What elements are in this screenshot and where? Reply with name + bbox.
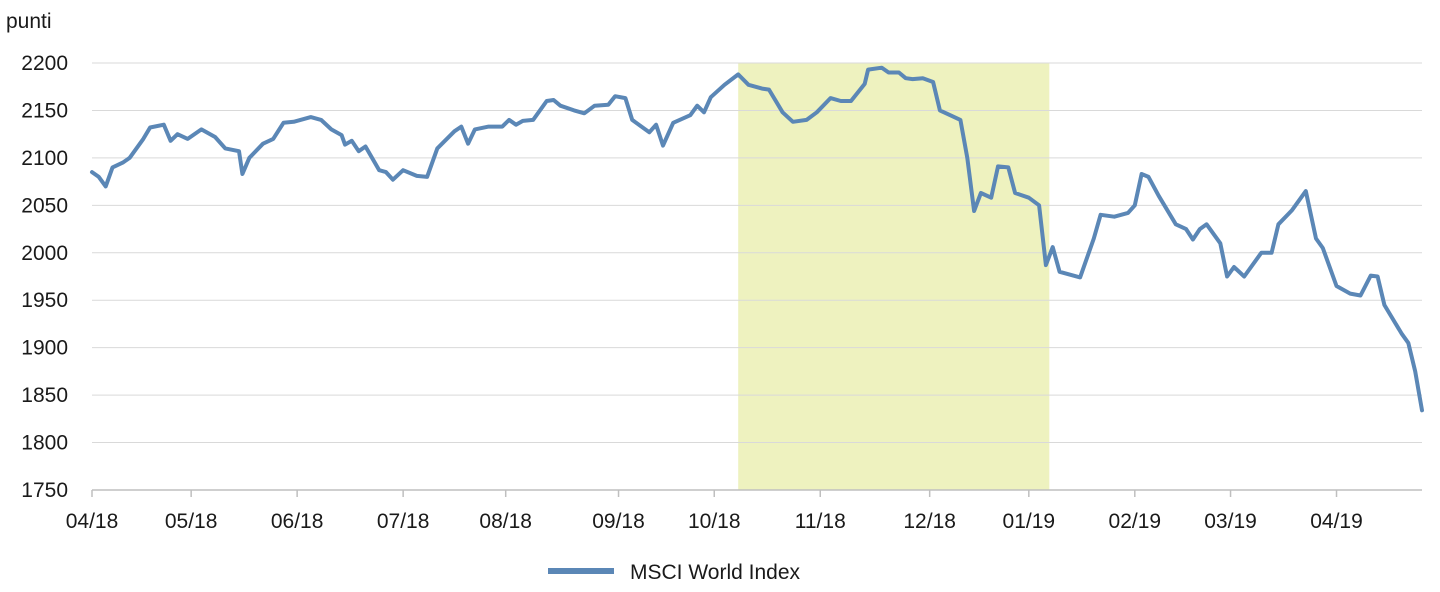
y-tick-label: 2000 (21, 242, 68, 265)
x-tick-label: 05/18 (165, 510, 218, 533)
y-tick-label: 2150 (21, 99, 68, 122)
x-tick-label: 09/18 (592, 510, 645, 533)
y-tick-label: 2100 (21, 147, 68, 170)
x-tick-label: 03/19 (1204, 510, 1257, 533)
y-tick-label: 1800 (21, 432, 68, 455)
y-tick-label: 1900 (21, 337, 68, 360)
x-tick-label: 06/18 (271, 510, 324, 533)
y-tick-label: 1950 (21, 289, 68, 312)
series-line-msci-world-index (90, 65, 1424, 413)
x-tick-label: 07/18 (377, 510, 430, 533)
x-tick-label: 02/19 (1109, 510, 1162, 533)
legend: MSCI World Index (548, 561, 800, 584)
x-tick-label: 04/19 (1310, 510, 1363, 533)
highlight-band (738, 63, 1050, 490)
x-tick-label: 11/18 (795, 510, 846, 533)
legend-label: MSCI World Index (630, 561, 800, 584)
y-tick-label: 1850 (21, 384, 68, 407)
x-tick-label: 01/19 (1003, 510, 1056, 533)
y-axis-label: punti (6, 10, 52, 33)
y-tick-label: 2200 (21, 52, 68, 75)
x-tick-label: 08/18 (479, 510, 532, 533)
x-tick-label: 12/18 (903, 510, 956, 533)
x-tick-label: 10/18 (688, 510, 741, 533)
y-tick-label: 1750 (21, 479, 68, 502)
y-tick-label: 2050 (21, 194, 68, 217)
x-tick-label: 04/18 (66, 510, 119, 533)
